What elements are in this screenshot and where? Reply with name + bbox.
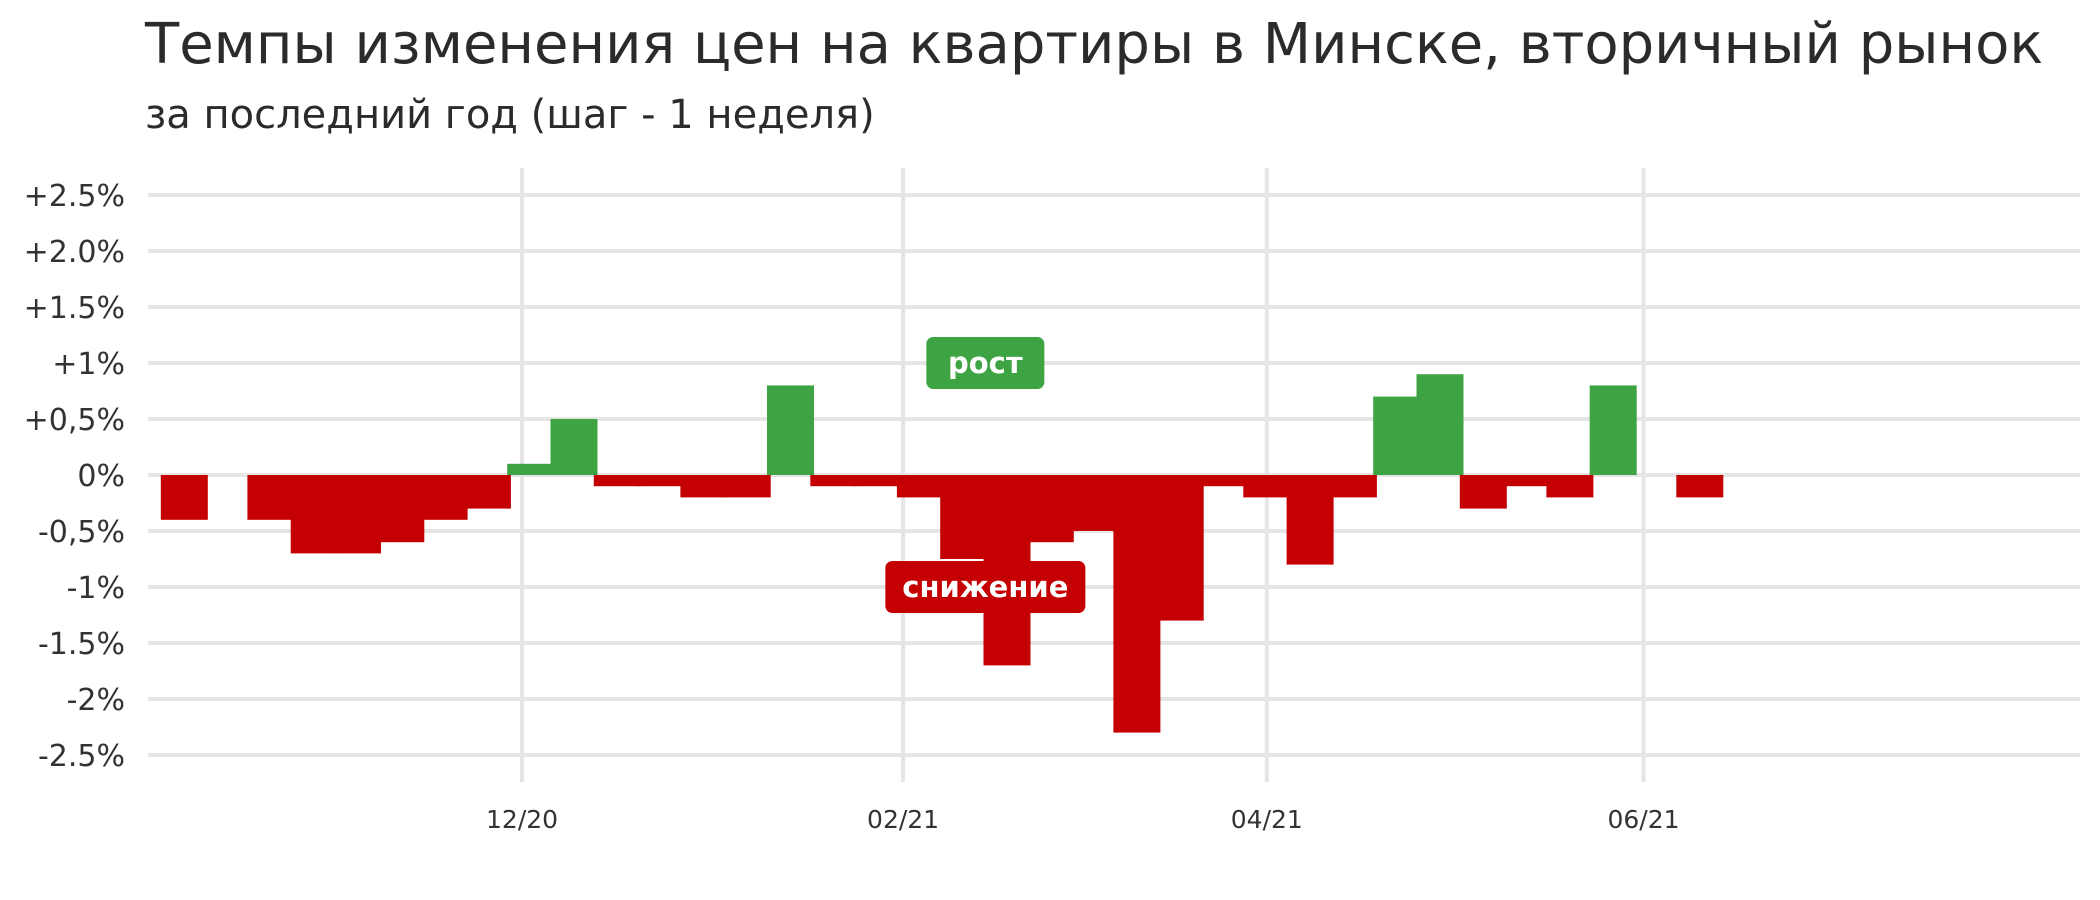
x-tick-label: 04/21 bbox=[1231, 805, 1303, 834]
y-tick-label: -2% bbox=[67, 683, 125, 718]
bar bbox=[1243, 475, 1291, 498]
annotation-label: снижение bbox=[902, 570, 1068, 604]
bar bbox=[1113, 475, 1161, 733]
y-tick-label: -2.5% bbox=[38, 739, 125, 774]
annotation-label: рост bbox=[948, 346, 1023, 380]
bar bbox=[290, 475, 338, 554]
y-tick-label: +1.5% bbox=[24, 291, 125, 326]
bar bbox=[1286, 475, 1334, 565]
bar bbox=[420, 475, 468, 520]
bar bbox=[1676, 475, 1724, 498]
y-tick-label: +2.5% bbox=[24, 179, 125, 214]
bar bbox=[1503, 475, 1551, 487]
bar bbox=[1026, 475, 1074, 543]
annotation-box bbox=[885, 561, 1086, 613]
x-tick-label: 06/21 bbox=[1607, 805, 1679, 834]
x-tick-label: 02/21 bbox=[867, 805, 939, 834]
bar bbox=[1546, 475, 1594, 498]
bar bbox=[1416, 374, 1464, 475]
y-tick-label: +2.0% bbox=[24, 235, 125, 270]
y-tick-label: 0% bbox=[77, 459, 125, 494]
annotations: рост снижение bbox=[885, 337, 1086, 613]
bar bbox=[853, 475, 901, 487]
y-axis-ticks: +2.5% +2.0% +1.5% +1% +0,5% 0% -0,5% -1% -1.5% -2… bbox=[24, 179, 125, 774]
y-tick-label: +0,5% bbox=[24, 403, 125, 438]
bar bbox=[1589, 385, 1637, 475]
bar bbox=[723, 475, 771, 498]
bar bbox=[680, 475, 728, 498]
bar bbox=[1373, 396, 1421, 475]
chart-subtitle: за последний год (шаг - 1 неделя) bbox=[145, 92, 875, 138]
bar bbox=[593, 475, 641, 487]
bar bbox=[550, 419, 598, 475]
y-tick-label: -0,5% bbox=[38, 515, 125, 550]
bar bbox=[377, 475, 425, 543]
x-tick-label: 12/20 bbox=[486, 805, 558, 834]
bar bbox=[463, 475, 511, 509]
bar bbox=[1200, 475, 1247, 487]
bar bbox=[1459, 475, 1507, 509]
bar bbox=[940, 475, 988, 559]
x-axis-ticks: 12/20 02/21 04/21 06/21 bbox=[486, 805, 1680, 834]
bar bbox=[1329, 475, 1377, 498]
bar bbox=[810, 475, 858, 487]
bar bbox=[247, 475, 295, 520]
bar bbox=[160, 475, 208, 520]
bar bbox=[334, 475, 381, 554]
bar bbox=[767, 385, 814, 475]
bar bbox=[1156, 475, 1204, 621]
y-tick-label: -1% bbox=[67, 571, 125, 606]
bars bbox=[160, 374, 1724, 733]
y-tick-label: -1.5% bbox=[38, 627, 125, 662]
bar bbox=[637, 475, 685, 487]
bar bbox=[1070, 475, 1118, 531]
y-tick-label: +1% bbox=[52, 347, 125, 382]
bar bbox=[896, 475, 944, 498]
bar bbox=[507, 463, 555, 475]
annotation-box bbox=[926, 337, 1045, 389]
chart-title: Темпы изменения цен на квартиры в Минске… bbox=[145, 12, 2044, 77]
